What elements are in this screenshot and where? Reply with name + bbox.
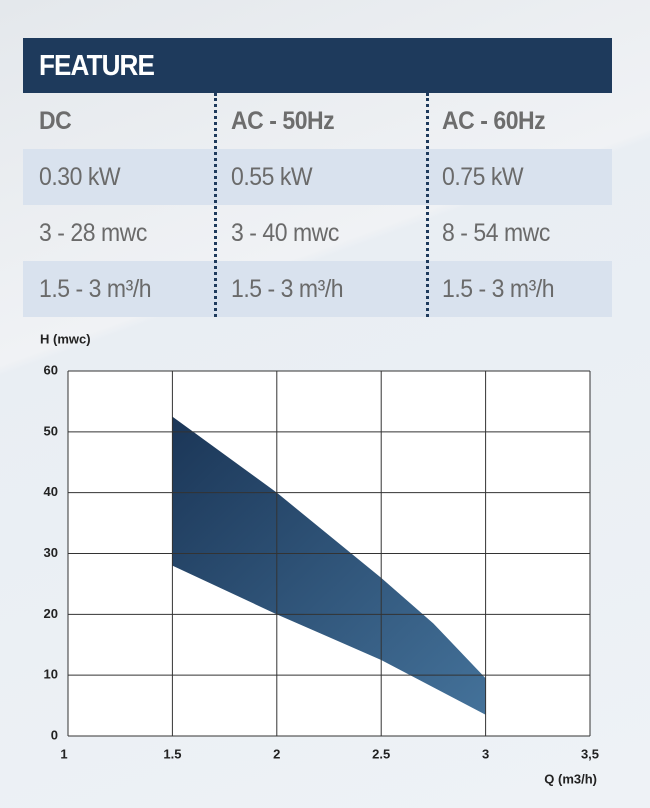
y-tick-label: 40 xyxy=(44,484,58,499)
y-tick-label: 20 xyxy=(44,606,58,621)
y-tick-label: 30 xyxy=(44,545,58,560)
y-tick-label: 10 xyxy=(44,667,58,682)
cell: 8 - 54 mwc xyxy=(442,219,550,247)
y-tick-label: 50 xyxy=(44,423,58,438)
range-area xyxy=(172,416,486,715)
x-tick-label: 1 xyxy=(60,746,67,761)
y-tick-label: 0 xyxy=(51,727,58,742)
table-row: 3 - 28 mwc 3 - 40 mwc 8 - 54 mwc xyxy=(23,205,612,261)
column-divider xyxy=(426,93,429,317)
y-axis-label: H (mwc) xyxy=(40,331,91,346)
x-tick-label: 3 xyxy=(482,746,489,761)
cell: 3 - 40 mwc xyxy=(231,219,339,247)
x-tick-label: 2.5 xyxy=(372,746,390,761)
cell: 0.55 kW xyxy=(231,163,313,191)
x-tick-label: 1.5 xyxy=(163,746,181,761)
x-tick-label: 2 xyxy=(273,746,280,761)
table-row: 1.5 - 3 m³/h 1.5 - 3 m³/h 1.5 - 3 m³/h xyxy=(23,261,612,317)
cell: 1.5 - 3 m³/h xyxy=(231,275,344,303)
column-divider xyxy=(214,93,217,317)
x-tick-label: 3,5 xyxy=(581,746,599,761)
column-header: AC - 50Hz xyxy=(231,107,335,135)
x-axis-label: Q (m3/h) xyxy=(544,771,597,786)
cell: 1.5 - 3 m³/h xyxy=(442,275,555,303)
table-row: 0.30 kW 0.55 kW 0.75 kW xyxy=(23,149,612,205)
table-title: FEATURE xyxy=(39,50,155,82)
y-tick-label: 60 xyxy=(44,362,58,377)
column-header: AC - 60Hz xyxy=(442,107,546,135)
cell: 0.30 kW xyxy=(39,163,121,191)
table-header: FEATURE xyxy=(23,38,612,93)
cell: 0.75 kW xyxy=(442,163,524,191)
cell: 3 - 28 mwc xyxy=(39,219,147,247)
column-header-row: DC AC - 50Hz AC - 60Hz xyxy=(23,93,612,149)
cell: 1.5 - 3 m³/h xyxy=(39,275,152,303)
column-header: DC xyxy=(39,107,72,135)
